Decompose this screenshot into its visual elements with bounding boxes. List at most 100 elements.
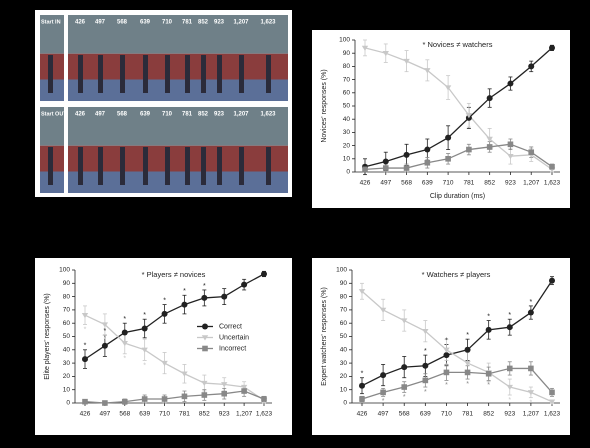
y-tick-label: 70	[63, 307, 71, 314]
photo-seats	[68, 145, 288, 172]
chart: 0 10 20 30 40 50 60 70 80 90 100 426 497 568 639 710 781…	[321, 37, 561, 200]
point	[465, 113, 473, 119]
point	[221, 293, 228, 300]
point	[485, 326, 492, 333]
y-tick-label: 10	[63, 386, 71, 393]
significance-marker: *	[445, 337, 448, 344]
significance-marker: *	[466, 381, 469, 388]
duration-label: 1,207	[233, 112, 249, 118]
x-tick-label: 710	[441, 411, 452, 418]
point	[181, 301, 188, 308]
point	[121, 329, 128, 336]
player-figure	[120, 147, 125, 185]
duration-label: 710	[162, 112, 173, 118]
significance-marker: *	[361, 404, 364, 411]
player-figure	[143, 55, 148, 93]
duration-label: 568	[117, 112, 128, 118]
player-figure	[165, 55, 170, 93]
x-tick-label: 497	[99, 411, 110, 418]
significance-marker: *	[104, 337, 107, 344]
x-tick-label: 781	[462, 411, 473, 418]
player-figure	[201, 147, 206, 185]
duration-label: 710	[162, 20, 173, 26]
point	[221, 382, 228, 388]
point	[464, 360, 471, 367]
y-tick-label: 50	[343, 103, 351, 110]
x-tick-label: 1,207	[236, 411, 253, 418]
player-figure	[98, 55, 103, 93]
significance-marker: *	[104, 328, 107, 335]
significance-marker: *	[382, 398, 385, 405]
legend-label: Incorrect	[219, 345, 246, 352]
point	[261, 396, 267, 402]
significance-marker: *	[445, 382, 448, 389]
point	[506, 324, 513, 331]
series-line	[361, 290, 553, 403]
significance-marker: *	[508, 312, 511, 319]
player-figure	[78, 147, 83, 185]
point	[358, 289, 366, 295]
player-figure	[48, 147, 53, 185]
point	[527, 309, 534, 316]
x-tick-label: 1,623	[544, 411, 561, 418]
point	[485, 370, 492, 377]
series-line	[84, 390, 265, 404]
point	[444, 85, 452, 91]
x-tick-label: 568	[399, 411, 410, 418]
significance-marker: *	[84, 343, 87, 350]
point	[527, 390, 535, 396]
point	[549, 389, 555, 396]
point	[507, 153, 514, 160]
significance-marker: *	[163, 297, 166, 304]
duration-label: 781	[182, 112, 193, 118]
y-tick-label: 0	[66, 400, 70, 407]
point	[528, 63, 535, 70]
point	[422, 377, 429, 384]
duration-label: 426	[75, 112, 86, 118]
significance-marker: *	[530, 299, 533, 306]
y-tick-label: 100	[339, 37, 350, 44]
x-tick-label: 426	[80, 411, 91, 418]
significance-marker: *	[84, 326, 87, 333]
point	[401, 384, 408, 390]
chart-panel	[35, 258, 292, 435]
x-tick-label: 568	[119, 411, 130, 418]
point	[359, 382, 365, 389]
x-tick-label: 497	[380, 180, 391, 187]
player-figure	[239, 55, 244, 93]
x-tick-label: 639	[420, 411, 431, 418]
point	[141, 325, 148, 332]
series-line	[364, 143, 553, 171]
y-axis-label: Expert watchers' responses (%)	[321, 287, 328, 386]
point	[201, 294, 208, 301]
significance-marker: *	[203, 283, 206, 290]
point	[201, 392, 208, 398]
significance-marker: *	[508, 397, 511, 404]
x-tick-label: 710	[443, 180, 454, 187]
point	[549, 163, 555, 170]
point	[380, 372, 387, 379]
player-figure	[266, 147, 271, 185]
point	[464, 369, 471, 376]
significance-marker: *	[445, 362, 448, 369]
player-figure	[185, 55, 190, 93]
y-tick-label: 60	[340, 320, 348, 327]
point	[82, 356, 88, 363]
x-tick-label: 1,623	[544, 180, 561, 187]
player-figure	[120, 55, 125, 93]
photo-wall	[68, 15, 288, 54]
row-label: Start OUT	[41, 111, 67, 117]
point	[82, 398, 88, 405]
y-tick-label: 70	[340, 307, 348, 314]
point	[382, 165, 389, 171]
y-tick-label: 20	[63, 373, 71, 380]
duration-label: 497	[95, 112, 106, 118]
point	[221, 390, 228, 397]
significance-marker: *	[466, 332, 469, 339]
point	[422, 328, 429, 335]
photo-wall	[40, 15, 64, 54]
x-tick-label: 1,623	[256, 411, 273, 418]
significance-marker: *	[361, 371, 364, 378]
y-tick-label: 60	[63, 320, 71, 327]
